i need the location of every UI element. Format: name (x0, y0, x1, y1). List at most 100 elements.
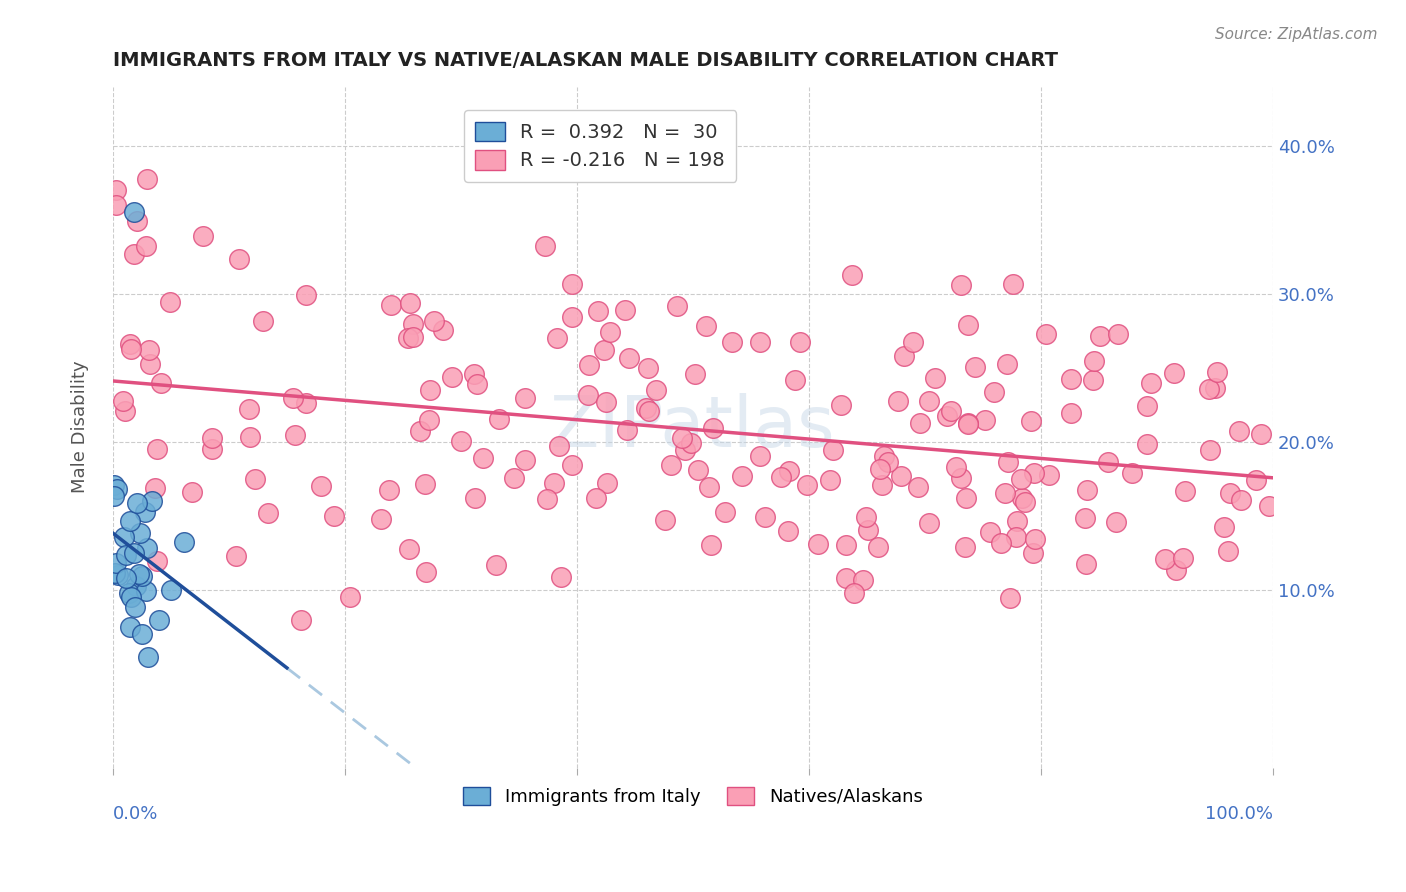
Point (1022, 466, 1045, 480)
Point (614, 302, 637, 317)
Point (683, 368, 706, 382)
Point (1083, 354, 1105, 368)
Point (702, 421, 724, 435)
Point (1022, 546, 1045, 560)
Point (1198, 382, 1220, 396)
Point (488, 412, 510, 426)
Y-axis label: Male Disability: Male Disability (72, 360, 89, 493)
Point (873, 449, 896, 463)
Point (415, 565, 437, 579)
Point (370, 512, 392, 526)
Point (548, 439, 571, 453)
Point (645, 383, 668, 397)
Point (290, 613, 312, 627)
Point (965, 360, 987, 375)
Point (1074, 511, 1097, 525)
Point (901, 334, 924, 349)
Point (924, 371, 946, 385)
Point (173, 535, 195, 549)
Point (413, 477, 436, 491)
Point (399, 296, 422, 310)
Point (1258, 499, 1281, 513)
Point (807, 537, 830, 551)
Point (754, 510, 776, 524)
Point (697, 480, 720, 494)
Point (243, 472, 266, 486)
Point (128, 567, 150, 582)
Point (200, 442, 222, 457)
Point (1136, 399, 1159, 413)
Point (700, 538, 723, 552)
Point (124, 600, 146, 615)
Point (294, 287, 316, 301)
Point (136, 649, 159, 664)
Point (796, 478, 818, 492)
Point (654, 513, 676, 527)
Point (995, 358, 1018, 372)
Point (1140, 376, 1163, 391)
Point (103, 478, 125, 492)
Point (103, 489, 125, 503)
Point (823, 442, 845, 457)
Point (1107, 327, 1129, 342)
Point (104, 566, 127, 581)
Point (136, 541, 159, 555)
Point (661, 458, 683, 472)
Point (238, 401, 260, 416)
Point (128, 526, 150, 541)
Point (596, 475, 619, 490)
Point (955, 491, 977, 506)
Point (638, 404, 661, 418)
Point (256, 506, 278, 520)
Point (1205, 365, 1227, 379)
Text: 0.0%: 0.0% (112, 805, 159, 823)
Legend: Immigrants from Italy, Natives/Alaskans: Immigrants from Italy, Natives/Alaskans (456, 780, 929, 814)
Point (673, 442, 696, 457)
Point (104, 198, 127, 212)
Point (666, 299, 689, 313)
Point (941, 404, 963, 418)
Point (398, 541, 420, 556)
Point (441, 370, 464, 384)
Point (617, 351, 640, 365)
Point (118, 514, 141, 528)
Point (239, 429, 262, 443)
Point (467, 377, 489, 392)
Point (731, 469, 754, 483)
Point (1105, 515, 1128, 529)
Point (1244, 473, 1267, 487)
Point (513, 452, 536, 467)
Point (1154, 552, 1177, 566)
Point (979, 524, 1001, 539)
Point (136, 172, 159, 186)
Point (120, 590, 142, 604)
Point (472, 451, 495, 466)
Point (107, 568, 129, 582)
Point (464, 491, 486, 505)
Point (283, 391, 305, 405)
Point (252, 313, 274, 327)
Point (1000, 591, 1022, 605)
Point (114, 404, 136, 418)
Text: Source: ZipAtlas.com: Source: ZipAtlas.com (1215, 27, 1378, 42)
Point (1163, 366, 1185, 380)
Point (983, 384, 1005, 399)
Point (561, 458, 583, 473)
Point (533, 239, 555, 253)
Point (112, 530, 135, 544)
Point (104, 183, 127, 197)
Point (284, 427, 307, 442)
Point (546, 330, 568, 344)
Point (783, 373, 806, 387)
Point (855, 509, 877, 524)
Point (593, 343, 616, 357)
Point (125, 579, 148, 593)
Text: 100.0%: 100.0% (1205, 805, 1272, 823)
Point (419, 384, 441, 398)
Point (502, 471, 524, 485)
Point (820, 473, 842, 487)
Point (1024, 533, 1046, 547)
Point (695, 318, 717, 333)
Point (841, 268, 863, 282)
Point (1198, 442, 1220, 457)
